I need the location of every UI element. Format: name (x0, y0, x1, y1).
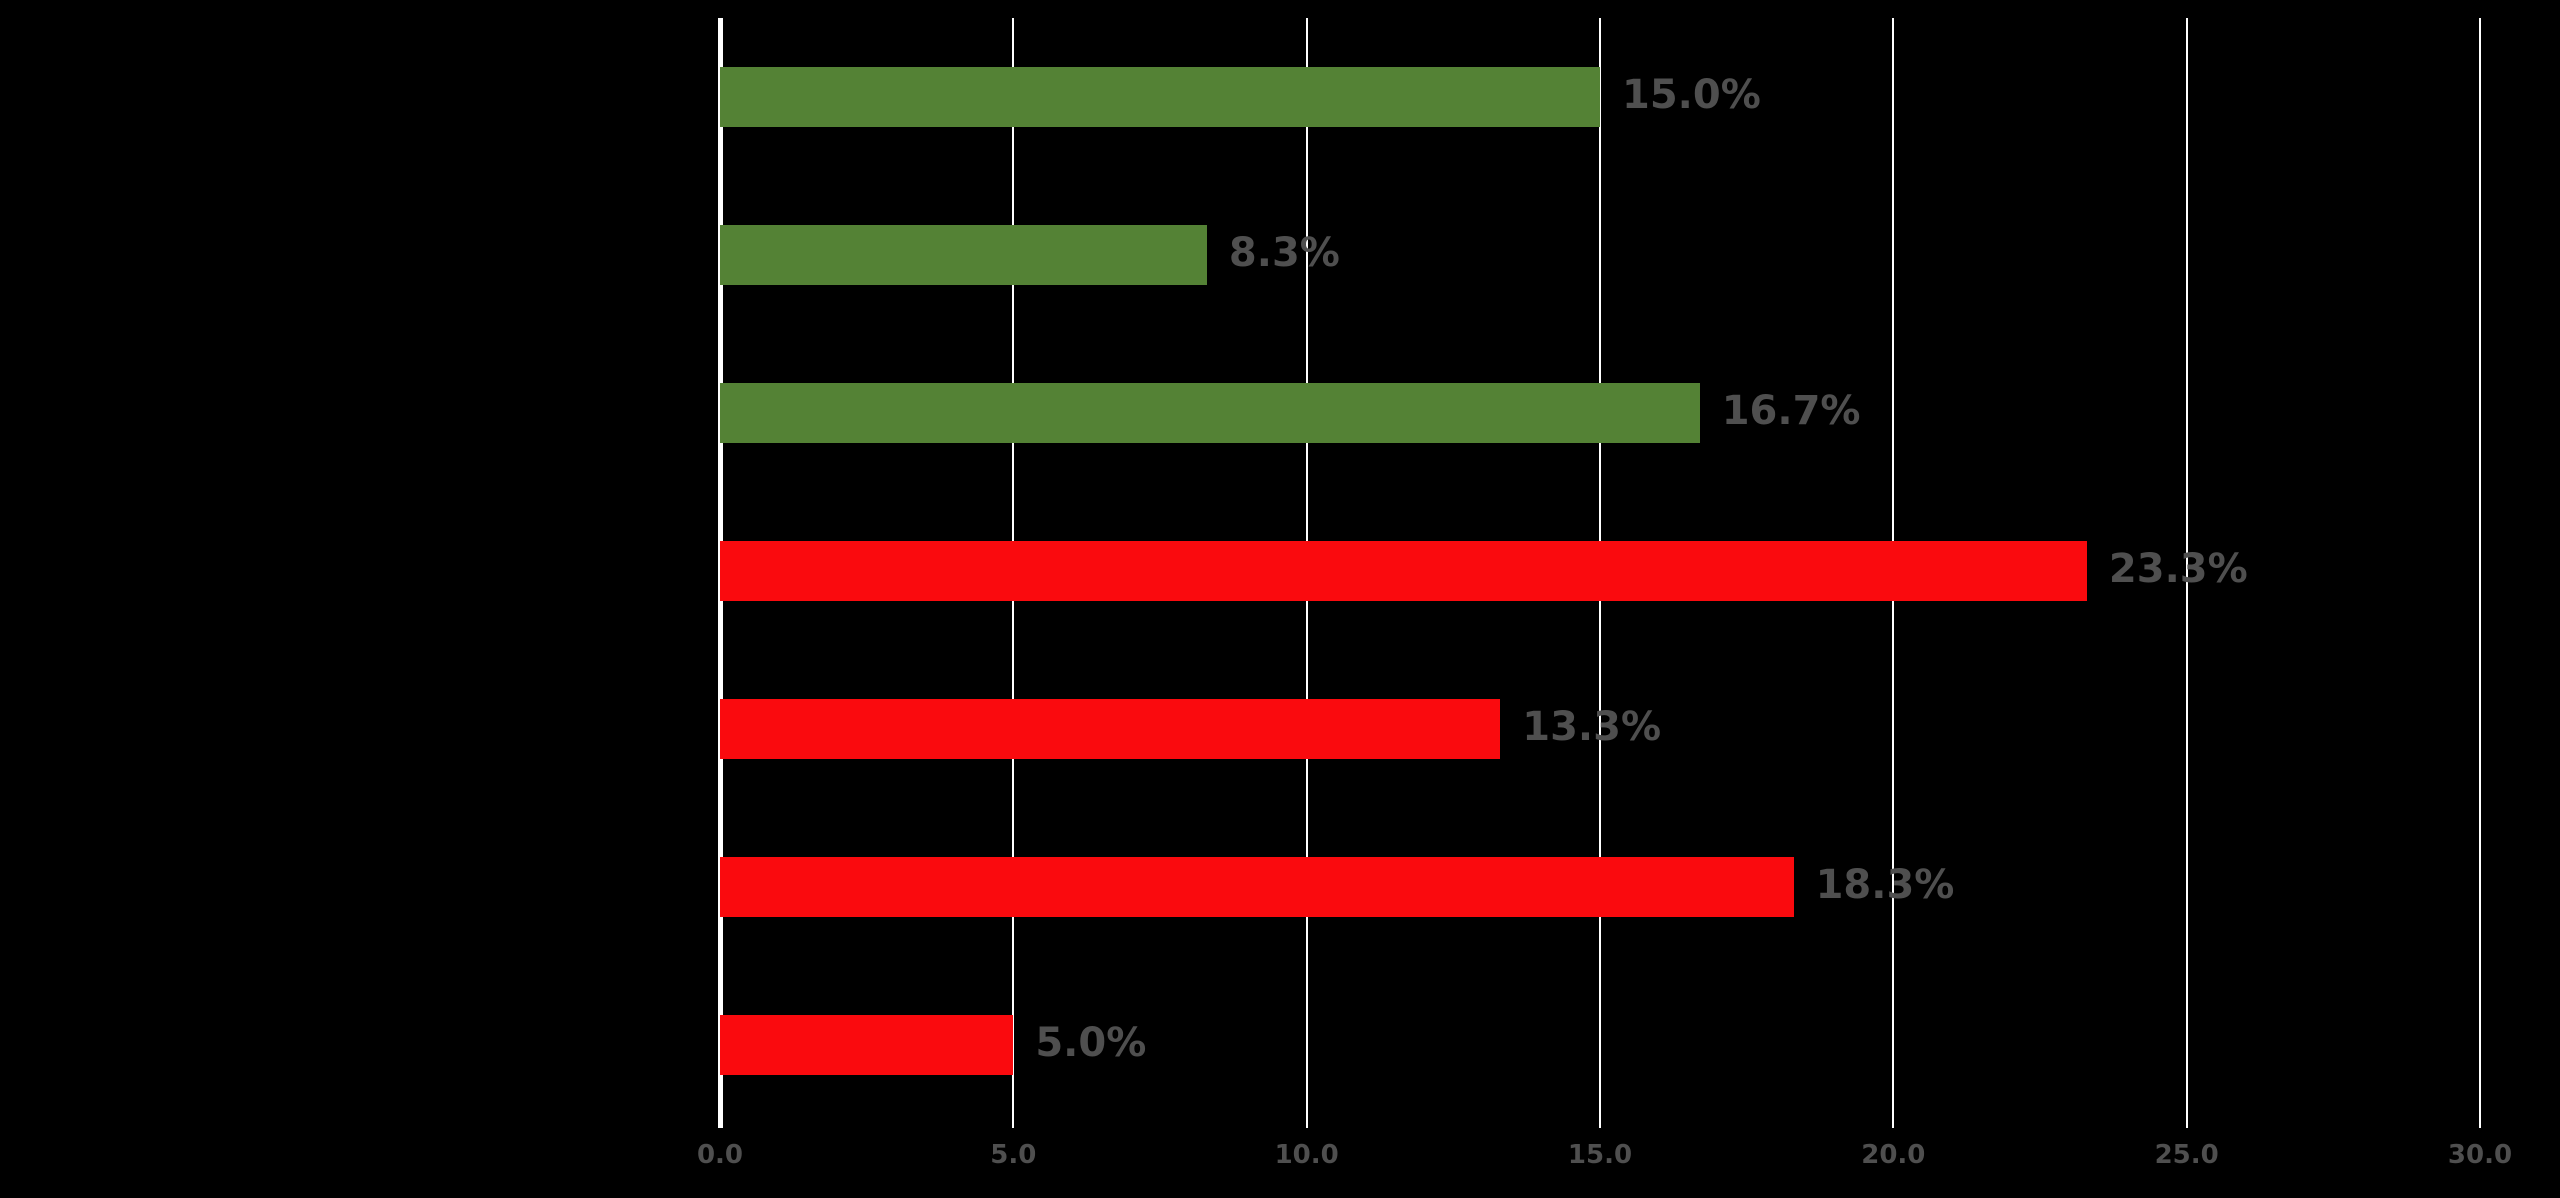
bar (720, 857, 1794, 917)
x-tick-label: 5.0 (990, 1140, 1036, 1170)
x-tick-label: 25.0 (2155, 1140, 2219, 1170)
bar-value-label: 13.3% (1522, 704, 1661, 750)
bar-value-label: 15.0% (1622, 72, 1761, 118)
x-tick-label: 20.0 (1861, 1140, 1925, 1170)
bar (720, 225, 1207, 285)
x-tick-label: 15.0 (1568, 1140, 1632, 1170)
bar-value-label: 18.3% (1816, 862, 1955, 908)
bar (720, 383, 1700, 443)
bar (720, 541, 2087, 601)
bar-value-label: 23.3% (2109, 546, 2248, 592)
plot-area: 15.0% 8.3% 16.7% 23.3% 13.3% 18.3% 5.0% (720, 18, 2480, 1128)
x-tick-label: 0.0 (697, 1140, 743, 1170)
x-tick-label: 30.0 (2448, 1140, 2512, 1170)
bar-value-label: 5.0% (1035, 1020, 1146, 1066)
bar (720, 1015, 1013, 1075)
gridline (2479, 18, 2481, 1128)
bar-value-label: 16.7% (1722, 388, 1861, 434)
bar (720, 67, 1600, 127)
bar-value-label: 8.3% (1229, 230, 1340, 276)
x-tick-label: 10.0 (1275, 1140, 1339, 1170)
bar (720, 699, 1500, 759)
horizontal-bar-chart: 15.0% 8.3% 16.7% 23.3% 13.3% 18.3% 5.0% 0.0 5.0… (0, 0, 2560, 1198)
